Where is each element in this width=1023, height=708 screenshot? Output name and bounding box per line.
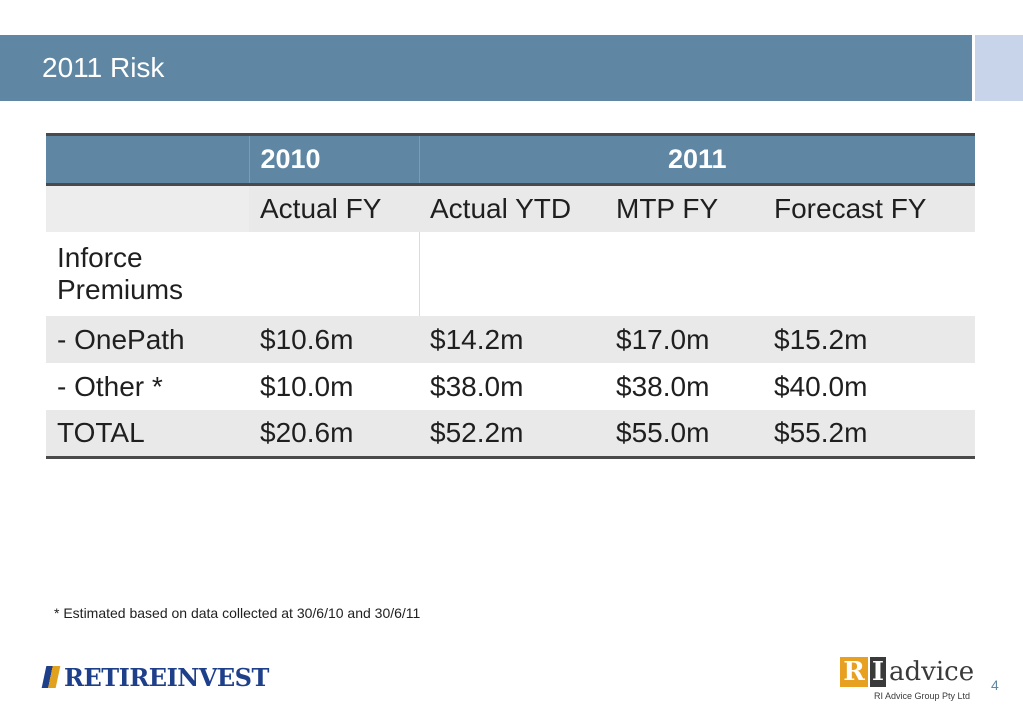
row-label: TOTAL xyxy=(46,410,249,459)
cell-value: $52.2m xyxy=(419,410,605,459)
header-cell-empty xyxy=(46,133,250,186)
riadvice-r-letter: R xyxy=(840,657,868,687)
section-cell-empty xyxy=(419,232,605,316)
section-row: Inforce Premiums xyxy=(46,232,975,316)
subheader-actual-ytd: Actual YTD xyxy=(419,184,605,232)
subheader-actual-fy: Actual FY xyxy=(249,184,419,232)
table-header-columns: Actual FY Actual YTD MTP FY Forecast FY xyxy=(46,184,975,232)
table-row-total: TOTAL $20.6m $52.2m $55.0m $55.2m xyxy=(46,410,975,459)
section-cell-empty xyxy=(763,232,975,316)
cell-value: $38.0m xyxy=(605,363,763,410)
retireinvest-mark-icon xyxy=(41,666,61,688)
subheader-mtp-fy: MTP FY xyxy=(605,184,763,232)
table-header-years: 2010 2011 xyxy=(46,133,975,186)
cell-value: $15.2m xyxy=(763,316,975,363)
section-cell-empty xyxy=(249,232,420,316)
cell-value: $10.0m xyxy=(249,363,419,410)
row-label: - OnePath xyxy=(46,316,249,363)
title-accent-block xyxy=(975,35,1023,101)
row-label: - Other * xyxy=(46,363,249,410)
riadvice-word: advice xyxy=(889,657,975,687)
cell-value: $10.6m xyxy=(249,316,419,363)
subheader-cell-empty xyxy=(46,184,249,232)
riadvice-i-letter: I xyxy=(870,657,886,687)
risk-table: 2010 2011 Actual FY Actual YTD MTP FY Fo… xyxy=(46,133,975,459)
cell-value: $20.6m xyxy=(249,410,419,459)
slide-title: 2011 Risk xyxy=(42,52,165,83)
cell-value: $40.0m xyxy=(763,363,975,410)
cell-value: $55.2m xyxy=(763,410,975,459)
footnote: * Estimated based on data collected at 3… xyxy=(54,605,421,621)
section-cell-empty xyxy=(605,232,763,316)
retireinvest-word-2: INVEST xyxy=(166,662,270,692)
cell-value: $38.0m xyxy=(419,363,605,410)
riadvice-logo: R I advice RI Advice Group Pty Ltd xyxy=(840,655,975,703)
header-year-2010: 2010 xyxy=(249,133,420,186)
section-label: Inforce Premiums xyxy=(46,232,249,316)
table-row: - Other * $10.0m $38.0m $38.0m $40.0m xyxy=(46,363,975,410)
retireinvest-logo: RETIRE INVEST xyxy=(41,662,270,692)
cell-value: $17.0m xyxy=(605,316,763,363)
page-number: 4 xyxy=(991,677,999,693)
cell-value: $55.0m xyxy=(605,410,763,459)
subheader-forecast-fy: Forecast FY xyxy=(763,184,975,232)
title-bar xyxy=(0,35,972,101)
cell-value: $14.2m xyxy=(419,316,605,363)
retireinvest-word-1: RETIRE xyxy=(64,662,167,692)
header-year-2011: 2011 xyxy=(419,133,975,186)
riadvice-subtitle: RI Advice Group Pty Ltd xyxy=(874,691,971,701)
table-row: - OnePath $10.6m $14.2m $17.0m $15.2m xyxy=(46,316,975,363)
